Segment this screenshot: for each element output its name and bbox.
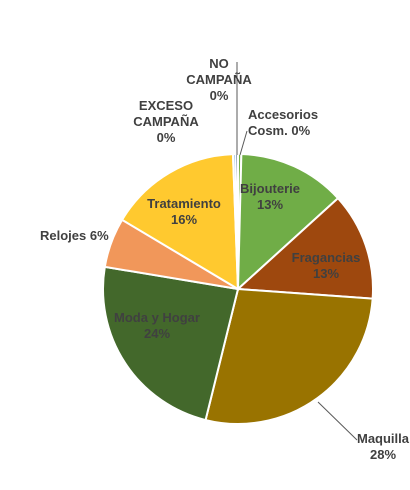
pie-slices — [102, 152, 374, 425]
leader-line-accesorios-cosm — [239, 130, 248, 156]
pie-slice-bijouterie — [236, 153, 340, 292]
pie-slice-maquilla — [204, 287, 374, 425]
slice-label-bijouterie: Bijouterie 13% — [240, 181, 300, 212]
slice-label-exceso-campana: EXCESO CAMPAÑA 0% — [133, 98, 199, 145]
leader-line-maquilla — [317, 401, 358, 441]
slice-label-accesorios-cosm: Accesorios Cosm. 0% — [248, 107, 318, 138]
pie-slice-tratamiento — [120, 153, 240, 291]
slice-label-fragancias: Fragancias 13% — [292, 250, 361, 281]
slice-label-moda-y-hogar: Moda y Hogar 24% — [114, 310, 200, 341]
pie-slice-fragancias — [235, 196, 374, 300]
slice-label-tratamiento: Tratamiento 16% — [147, 196, 221, 227]
slice-label-relojes: Relojes 6% — [40, 228, 109, 243]
leader-lines — [236, 62, 358, 441]
slice-labels: Accesorios Cosm. 0% Bijouterie 13% Fragancia… — [40, 56, 410, 462]
pie-slice-moda-y-hogar — [102, 265, 240, 422]
slice-label-maquilla: Maquilla 28% — [357, 431, 410, 462]
slice-label-no-campana: NO CAMPAÑA 0% — [186, 56, 252, 103]
